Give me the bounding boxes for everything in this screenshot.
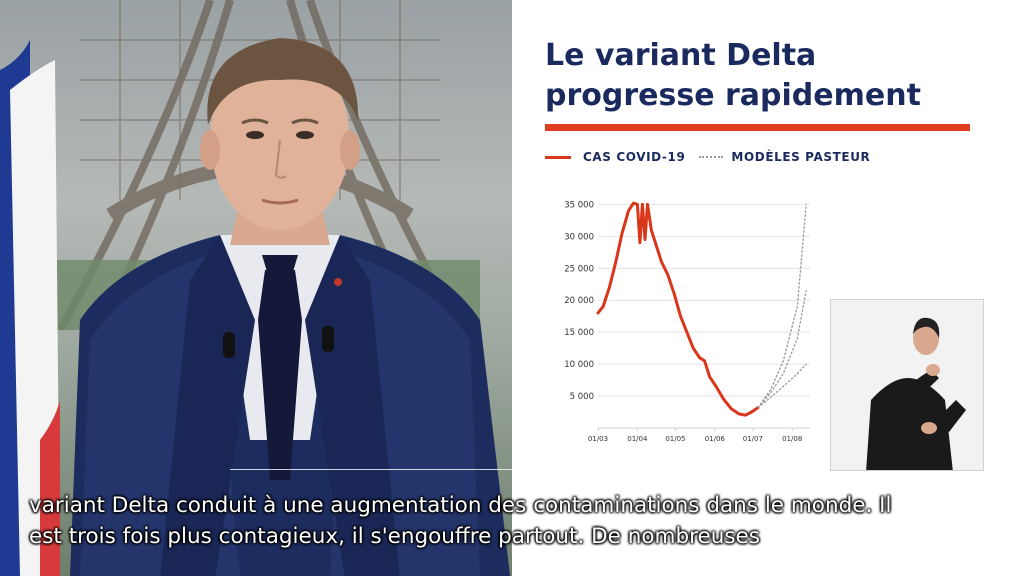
legend-swatch-solid: [545, 155, 571, 159]
y-tick-label: 5 000: [570, 392, 594, 402]
subtitle-line-2: est trois fois plus contagieux, il s'eng…: [29, 524, 760, 549]
legend-label: CAS COVID-19: [583, 150, 686, 164]
legend-label: MODÈLES PASTEUR: [731, 150, 871, 164]
series-line-modeles-pasteur: [757, 203, 807, 409]
legend-swatch-dotted: [699, 156, 724, 158]
x-tick-label: 01/04: [627, 435, 648, 443]
speaker-figure: [70, 38, 510, 576]
chart-gridlines: [598, 203, 810, 429]
y-tick-label: 35 000: [564, 200, 594, 210]
subtitles: variant Delta conduit à une augmentation…: [29, 490, 1019, 552]
y-tick-label: 25 000: [564, 264, 594, 274]
x-tick-label: 01/05: [665, 435, 685, 443]
sign-language-interpreter-inset: [830, 299, 984, 471]
x-tick-label: 01/03: [588, 435, 608, 443]
x-tick-label: 01/07: [743, 435, 763, 443]
x-axis-ticks: 01/03 01/04 01/05 01/06 01/07 01/08: [588, 428, 802, 443]
speaker-video-feed: [0, 0, 512, 576]
chart-legend: CAS COVID-19 MODÈLES PASTEUR: [545, 148, 884, 166]
french-flag: [0, 40, 60, 576]
infographic-panel: Le variant Delta progresse rapidement CA…: [512, 0, 1024, 576]
interpreter-figure: [866, 317, 966, 470]
series-line-modeles-pasteur: [757, 289, 807, 409]
panel-title: Le variant Delta progresse rapidement: [545, 38, 921, 113]
y-tick-label: 15 000: [564, 328, 594, 338]
legend-item-modeles-pasteur: MODÈLES PASTEUR: [699, 150, 870, 164]
title-underline: [545, 124, 970, 131]
y-axis-ticks: 5 000 10 000 15 000 20 000 25 000 30 000 35 00…: [564, 200, 594, 402]
subtitle-divider: [230, 469, 830, 470]
x-tick-label: 01/08: [782, 435, 802, 443]
y-tick-label: 10 000: [564, 360, 594, 370]
y-tick-label: 20 000: [564, 296, 594, 306]
legend-item-cas-covid: CAS COVID-19: [545, 150, 685, 164]
series-line-modeles-pasteur: [757, 363, 807, 409]
series-line-cas-covid: [596, 201, 760, 417]
chart-series: [596, 201, 807, 417]
x-tick-label: 01/06: [705, 435, 726, 443]
y-tick-label: 30 000: [564, 232, 594, 242]
subtitle-line-1: variant Delta conduit à une augmentation…: [29, 493, 892, 518]
covid-cases-line-chart: 5 000 10 000 15 000 20 000 25 000 30 000 35 00…: [564, 200, 810, 443]
